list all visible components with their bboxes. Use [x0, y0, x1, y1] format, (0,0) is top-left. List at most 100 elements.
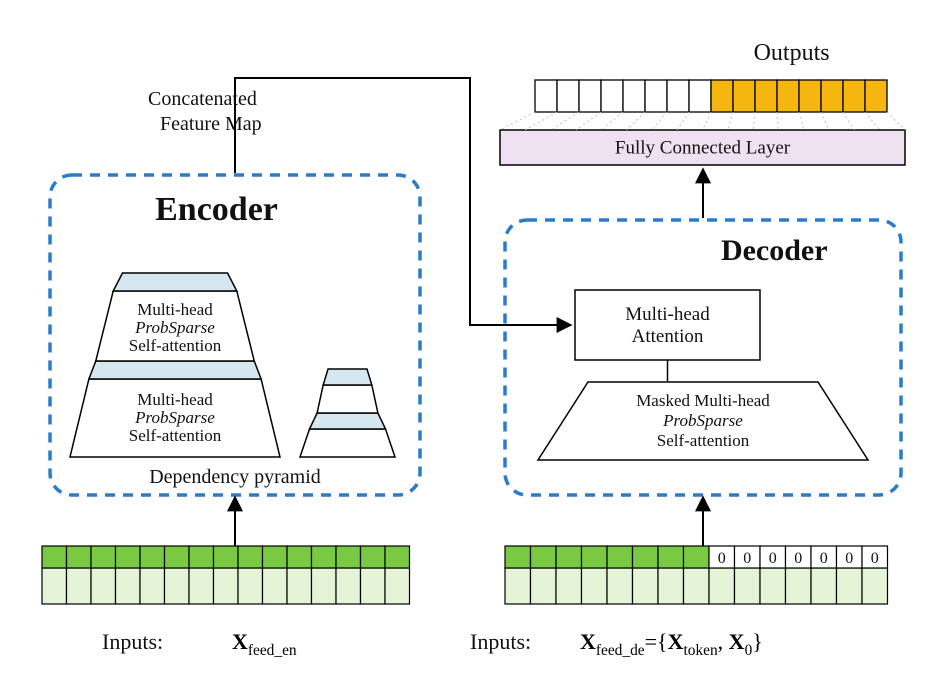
dec-input-tall-9 [735, 568, 761, 604]
dec-input-tall-7 [684, 568, 710, 604]
dec-inputs-label: Inputs: [470, 629, 531, 654]
enc-input-tall-0 [42, 568, 67, 604]
enc-input-tall-9 [263, 568, 288, 604]
dec-input-top-1 [531, 546, 557, 568]
dec-input-tall-3 [582, 568, 608, 604]
dec-input-tall-12 [811, 568, 837, 604]
enc-input-top-5 [165, 546, 190, 568]
enc-input-tall-13 [361, 568, 386, 604]
enc-input-tall-8 [238, 568, 263, 604]
output-cell-11 [777, 80, 799, 112]
output-cell-9 [733, 80, 755, 112]
decoder-title: Decoder [721, 234, 828, 267]
svg-text:ProbSparse: ProbSparse [662, 411, 743, 430]
multihead-attention-box [575, 290, 760, 360]
svg-text:0: 0 [820, 550, 828, 567]
enc-input-tall-10 [287, 568, 312, 604]
svg-text:Self-attention: Self-attention [657, 431, 750, 450]
enc-input-top-10 [287, 546, 312, 568]
fc-layer-label: Fully Connected Layer [615, 138, 791, 159]
enc-inputs-label: Inputs: [102, 629, 163, 654]
enc-input-top-6 [189, 546, 214, 568]
svg-text:Multi-head: Multi-head [625, 304, 710, 325]
dec-input-tall-4 [607, 568, 633, 604]
dec-input-tall-8 [709, 568, 735, 604]
enc-input-top-9 [263, 546, 288, 568]
enc-input-tall-7 [214, 568, 239, 604]
encoder-pyramid-cap [113, 273, 237, 291]
enc-input-top-2 [91, 546, 116, 568]
enc-input-top-14 [385, 546, 410, 568]
enc-input-top-4 [140, 546, 165, 568]
dec-input-tall-10 [760, 568, 786, 604]
output-cell-5 [645, 80, 667, 112]
svg-text:ProbSparse: ProbSparse [134, 408, 215, 427]
enc-input-tall-1 [67, 568, 92, 604]
output-cell-13 [821, 80, 843, 112]
svg-text:0: 0 [794, 550, 802, 567]
dec-input-top-0 [505, 546, 531, 568]
encoder-small-pyramid-1 [310, 413, 386, 429]
output-cell-7 [689, 80, 711, 112]
dec-input-tall-0 [505, 568, 531, 604]
dec-input-top-5 [633, 546, 659, 568]
output-cell-4 [623, 80, 645, 112]
enc-input-tall-11 [312, 568, 337, 604]
svg-text:Attention: Attention [632, 326, 704, 347]
enc-input-top-7 [214, 546, 239, 568]
enc-input-tall-6 [189, 568, 214, 604]
output-cell-1 [557, 80, 579, 112]
encoder-title: Encoder [155, 191, 278, 228]
enc-input-top-12 [336, 546, 361, 568]
encoder-small-pyramid-0 [300, 429, 395, 457]
dec-input-tall-14 [862, 568, 888, 604]
svg-text:Multi-head: Multi-head [137, 390, 213, 409]
dec-input-top-2 [556, 546, 582, 568]
dec-input-top-7 [684, 546, 710, 568]
svg-text:Self-attention: Self-attention [129, 336, 222, 355]
svg-text:Multi-head: Multi-head [137, 300, 213, 319]
svg-text:0: 0 [743, 550, 751, 567]
output-cell-8 [711, 80, 733, 112]
enc-input-tall-12 [336, 568, 361, 604]
enc-input-tall-14 [385, 568, 410, 604]
svg-text:0: 0 [718, 550, 726, 567]
svg-text:ProbSparse: ProbSparse [134, 318, 215, 337]
dec-input-top-4 [607, 546, 633, 568]
dec-input-tall-2 [556, 568, 582, 604]
svg-text:0: 0 [871, 550, 879, 567]
enc-input-tall-5 [165, 568, 190, 604]
encoder-pyramid-band-1 [89, 361, 261, 379]
svg-text:0: 0 [845, 550, 853, 567]
enc-input-top-11 [312, 546, 337, 568]
dec-input-tall-6 [658, 568, 684, 604]
dec-input-tall-5 [633, 568, 659, 604]
output-cell-3 [601, 80, 623, 112]
svg-text:0: 0 [769, 550, 777, 567]
dec-input-tall-11 [786, 568, 812, 604]
dependency-pyramid-label: Dependency pyramid [149, 466, 321, 488]
outputs-label: Outputs [754, 40, 830, 66]
encoder-small-pyramid-2 [317, 385, 378, 413]
output-cell-15 [865, 80, 887, 112]
enc-input-tall-2 [91, 568, 116, 604]
output-cell-0 [535, 80, 557, 112]
dec-input-top-3 [582, 546, 608, 568]
enc-input-top-13 [361, 546, 386, 568]
encoder-small-pyramid-3 [323, 369, 372, 385]
enc-input-tall-3 [116, 568, 141, 604]
output-cell-10 [755, 80, 777, 112]
output-cell-14 [843, 80, 865, 112]
dec-input-tall-1 [531, 568, 557, 604]
enc-input-top-1 [67, 546, 92, 568]
output-cell-6 [667, 80, 689, 112]
enc-input-tall-4 [140, 568, 165, 604]
concat-label-1: Concatenated [148, 88, 257, 110]
svg-text:Masked Multi-head: Masked Multi-head [636, 391, 770, 410]
concat-label-2: Feature Map [160, 113, 262, 135]
dec-input-top-6 [658, 546, 684, 568]
output-cell-2 [579, 80, 601, 112]
enc-input-top-8 [238, 546, 263, 568]
enc-input-top-3 [116, 546, 141, 568]
dec-input-tall-13 [837, 568, 863, 604]
